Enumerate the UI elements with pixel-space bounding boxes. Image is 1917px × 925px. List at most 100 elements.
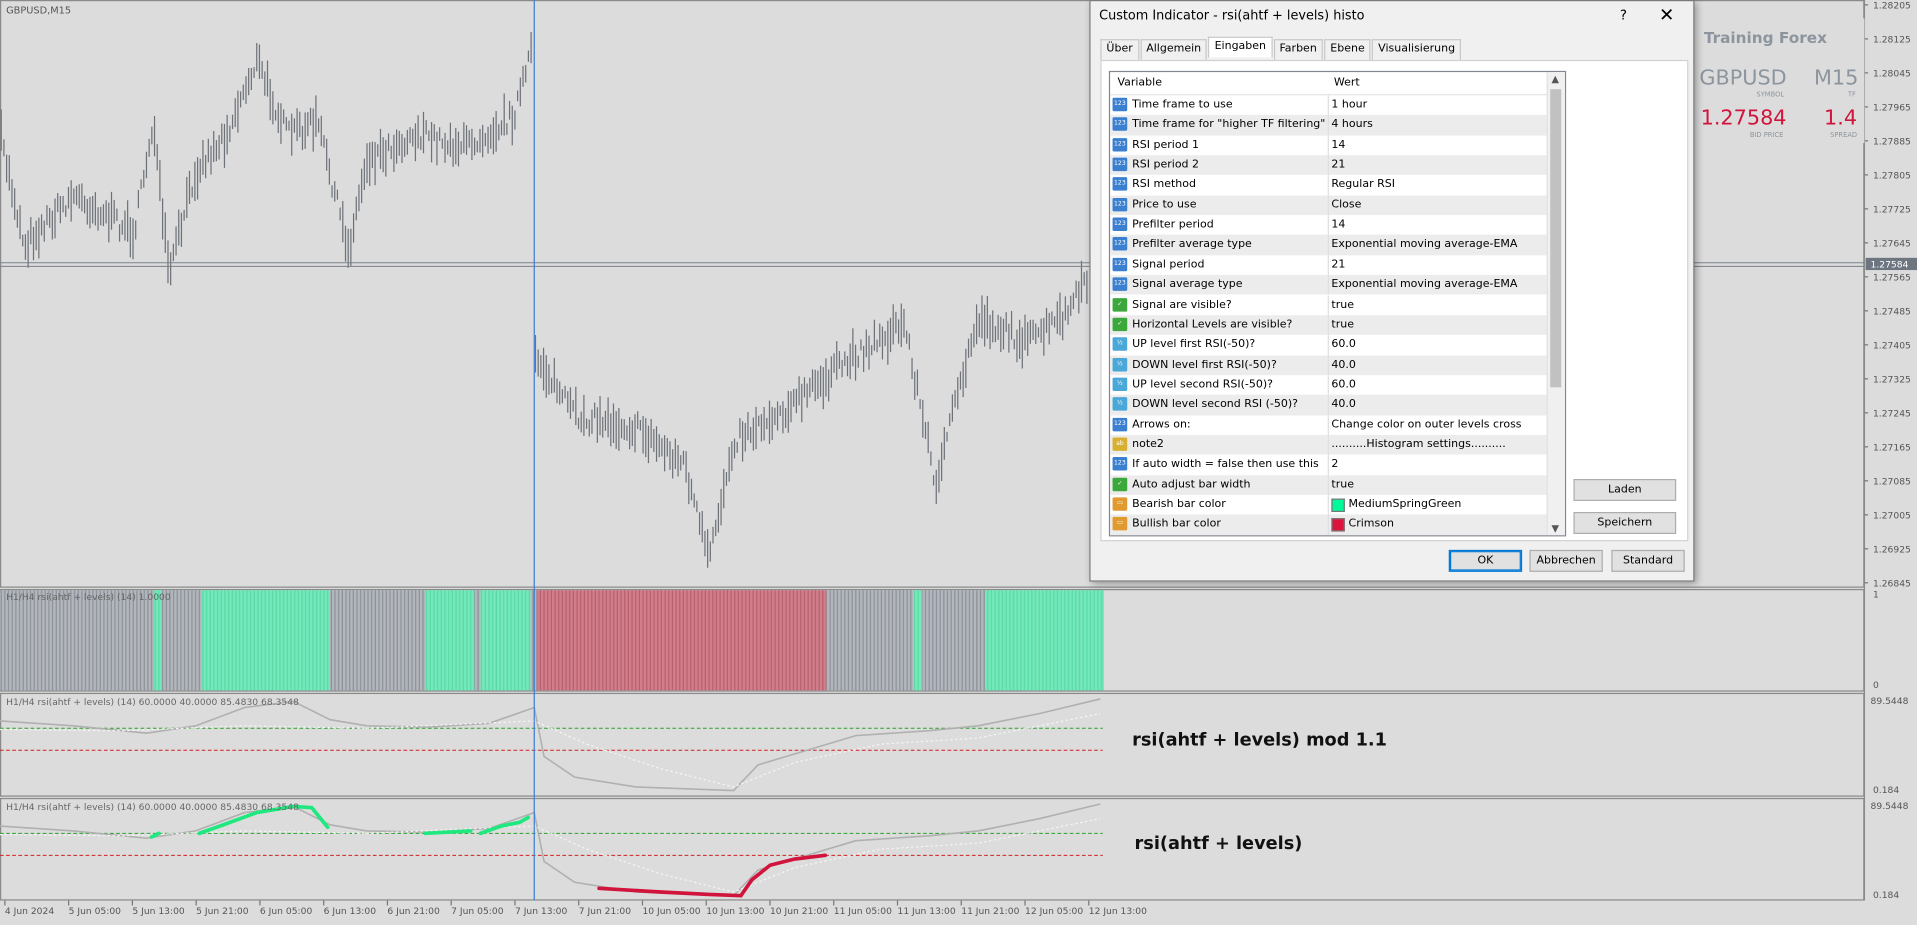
variable-value: 2 bbox=[1331, 458, 1339, 471]
time-label: 10 Jun 05:00 bbox=[642, 906, 700, 917]
scroll-up[interactable]: ▲ bbox=[1551, 73, 1559, 85]
input-row[interactable]: 123 Signal period 21 bbox=[1110, 255, 1546, 276]
column-separator bbox=[1327, 394, 1329, 415]
type-icon: ½ bbox=[1112, 377, 1128, 391]
type-icon: 123 bbox=[1112, 137, 1128, 152]
input-row[interactable]: 123 If auto width = false then use this 2 bbox=[1110, 454, 1546, 475]
input-row[interactable]: 123 RSI method Regular RSI bbox=[1110, 175, 1546, 196]
table-header: Variable Wert bbox=[1110, 72, 1547, 96]
time-label: 6 Jun 05:00 bbox=[260, 906, 313, 917]
color-swatch bbox=[1331, 518, 1345, 532]
inputs-table: Variable Wert ▲ ▼ 123 Time frame to use 1 … bbox=[1108, 70, 1567, 537]
load-button[interactable]: Laden bbox=[1573, 478, 1677, 501]
scrollbar[interactable]: ▲ ▼ bbox=[1546, 72, 1565, 536]
input-row[interactable]: ½ DOWN level second RSI (-50)? 40.0 bbox=[1110, 394, 1547, 415]
tab[interactable]: Ebene bbox=[1324, 39, 1371, 60]
input-row[interactable]: 123 Prefilter period 14 bbox=[1110, 215, 1546, 236]
type-icon: ✓ bbox=[1112, 477, 1128, 491]
price-label: 1.27805 bbox=[1873, 171, 1911, 182]
column-separator bbox=[1327, 215, 1329, 236]
price-label: 1.27325 bbox=[1873, 374, 1911, 385]
input-row[interactable]: 123 RSI period 1 14 bbox=[1110, 135, 1546, 156]
histogram bbox=[0, 590, 1104, 691]
type-icon: ½ bbox=[1112, 397, 1128, 411]
input-row[interactable]: ✓ Horizontal Levels are visible? true bbox=[1110, 315, 1547, 336]
time-label: 10 Jun 13:00 bbox=[706, 906, 764, 917]
type-icon: 123 bbox=[1112, 417, 1128, 431]
indicator-dialog: Custom Indicator - rsi(ahtf + levels) hi… bbox=[1089, 0, 1695, 582]
price-label: 1.27965 bbox=[1873, 103, 1911, 114]
input-row[interactable]: ✓ Signal are visible? true bbox=[1110, 295, 1546, 316]
variable-value: true bbox=[1331, 318, 1354, 331]
variable-value: 21 bbox=[1331, 158, 1346, 172]
info-panel: Training Forex GBPUSD SYMBOL M15 TF 1.27… bbox=[1694, 18, 1865, 143]
cancel-button[interactable]: Abbrechen bbox=[1529, 549, 1603, 572]
input-row[interactable]: ▭ Bearish bar color MediumSpringGreen bbox=[1110, 494, 1546, 515]
input-row[interactable]: ▭ Bullish bar color Crimson bbox=[1110, 514, 1547, 535]
input-row[interactable]: ½ UP level first RSI(-50)? 60.0 bbox=[1110, 335, 1546, 356]
time-label: 5 Jun 13:00 bbox=[132, 906, 185, 917]
price-axis: 1.28205 1.28125 1.28045 1.27965 1.27885 1.278… bbox=[1864, 1, 1911, 589]
variable-value: true bbox=[1331, 298, 1354, 311]
help-button[interactable]: ? bbox=[1619, 7, 1628, 24]
price-label: 1.27245 bbox=[1873, 408, 1911, 419]
histo-block bbox=[330, 590, 426, 691]
color-swatch bbox=[1331, 498, 1345, 512]
price-label: 1.27485 bbox=[1873, 307, 1911, 318]
input-row[interactable]: ½ DOWN level first RSI(-50)? 40.0 bbox=[1110, 355, 1547, 375]
tab[interactable]: Farben bbox=[1273, 39, 1323, 60]
input-row[interactable]: 123 RSI period 2 21 bbox=[1110, 155, 1547, 176]
indicator-caption: rsi(ahtf + levels) bbox=[1135, 834, 1303, 854]
input-row[interactable]: 123 Price to use Close bbox=[1110, 195, 1547, 216]
input-row[interactable]: 123 Time frame to use 1 hour bbox=[1110, 95, 1546, 116]
price-label: 1.26925 bbox=[1873, 544, 1911, 555]
variable-name: Bearish bar color bbox=[1132, 498, 1226, 511]
tab[interactable]: Allgemein bbox=[1140, 39, 1208, 60]
bearish-segment bbox=[197, 804, 330, 836]
input-row[interactable]: ½ UP level second RSI(-50)? 60.0 bbox=[1110, 374, 1546, 395]
scroll-thumb[interactable] bbox=[1550, 89, 1562, 388]
variable-value: 40.0 bbox=[1331, 358, 1356, 371]
rsi-line bbox=[0, 803, 1101, 897]
type-icon: ✓ bbox=[1112, 317, 1128, 331]
tab[interactable]: Visualisierung bbox=[1372, 39, 1462, 60]
tab[interactable]: Eingaben bbox=[1208, 36, 1273, 58]
variable-name: Bullish bar color bbox=[1132, 518, 1221, 531]
ok-button[interactable]: OK bbox=[1448, 549, 1523, 572]
input-row[interactable]: 123 Signal average type Exponential moving… bbox=[1110, 275, 1547, 296]
input-row[interactable]: ✓ Auto adjust bar width true bbox=[1110, 474, 1547, 495]
input-row[interactable]: 123 Prefilter average type Exponential mov… bbox=[1110, 235, 1547, 256]
default-button[interactable]: Standard bbox=[1611, 549, 1685, 572]
variable-value: 60.0 bbox=[1331, 378, 1356, 391]
type-icon: 123 bbox=[1112, 237, 1128, 252]
type-icon: 123 bbox=[1112, 277, 1128, 291]
histo-block bbox=[161, 590, 202, 691]
column-separator bbox=[1327, 155, 1329, 176]
price-label: 1.27405 bbox=[1873, 340, 1911, 351]
input-row[interactable]: 123 Time frame for "higher TF filtering" 4… bbox=[1110, 115, 1547, 136]
column-separator bbox=[1327, 115, 1329, 136]
input-row[interactable]: 123 Arrows on: Change color on outer level… bbox=[1110, 414, 1546, 435]
header-variable: Variable bbox=[1117, 76, 1163, 90]
variable-name: Prefilter average type bbox=[1132, 238, 1252, 252]
input-row[interactable]: ab note2 ..........Histogram settings.....… bbox=[1110, 434, 1547, 455]
tab-bar: Über Allgemein Eingaben Farben Ebene Visualis… bbox=[1100, 36, 1462, 60]
info-symbol-caption: SYMBOL bbox=[1756, 91, 1784, 99]
type-icon: ½ bbox=[1112, 337, 1128, 351]
type-icon: 123 bbox=[1112, 197, 1128, 212]
info-symbol: GBPUSD bbox=[1699, 65, 1786, 89]
variable-name: Time frame for "higher TF filtering" bbox=[1132, 118, 1326, 132]
time-label: 6 Jun 21:00 bbox=[387, 906, 440, 917]
column-separator bbox=[1327, 195, 1329, 216]
close-button[interactable]: ✕ bbox=[1659, 3, 1675, 26]
column-separator bbox=[1327, 374, 1329, 395]
tab[interactable]: Über bbox=[1100, 39, 1139, 60]
save-button[interactable]: Speichern bbox=[1573, 511, 1677, 534]
price-bars bbox=[0, 32, 1088, 568]
column-separator bbox=[1327, 335, 1329, 356]
scroll-down[interactable]: ▼ bbox=[1551, 522, 1559, 534]
time-label: 7 Jun 13:00 bbox=[515, 906, 568, 917]
column-separator bbox=[1327, 355, 1329, 375]
